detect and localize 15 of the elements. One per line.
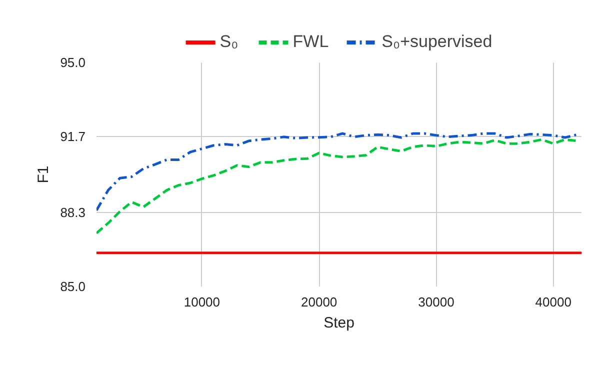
line-series [96, 132, 578, 212]
x-tick-label: 10000 [184, 294, 220, 310]
legend-label: S₀+supervised [382, 32, 492, 52]
legend-label: S₀ [220, 32, 240, 52]
x-tick-label: 20000 [301, 294, 338, 310]
y-tick-label: 91.7 [60, 128, 86, 144]
y-tick-label: 85.0 [60, 279, 86, 294]
y-tick-label: 95.0 [60, 55, 86, 70]
x-axis-title: Step [324, 314, 354, 332]
x-tick-label: 40000 [535, 294, 572, 310]
y-tick-label: 88.3 [60, 205, 86, 220]
x-tick-label: 30000 [418, 294, 454, 310]
y-axis-title: F1 [35, 166, 52, 184]
legend-label: FWL [292, 32, 329, 52]
line-series [96, 138, 578, 234]
